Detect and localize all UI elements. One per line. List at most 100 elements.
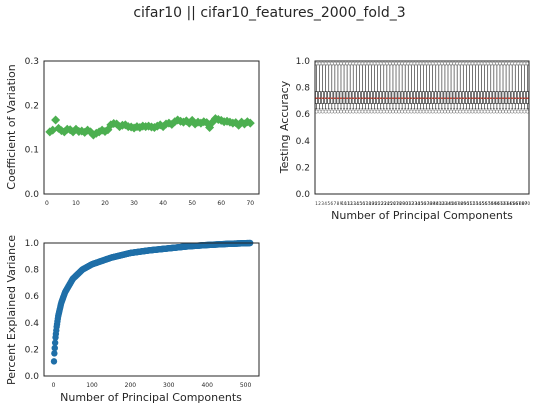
figure-title: cifar10 || cifar10_features_2000_fold_3 (133, 5, 405, 21)
acc-ytick-label: 0.6 (296, 110, 311, 120)
acc-flier (480, 110, 483, 113)
acc-flier (376, 110, 379, 113)
acc-flier (517, 110, 520, 113)
acc-ylabel: Testing Accuracy (278, 80, 291, 174)
acc-flier (437, 110, 440, 113)
acc-flier (468, 110, 471, 113)
acc-flier (498, 110, 501, 113)
acc-flier (327, 110, 330, 113)
pev-point (51, 358, 57, 364)
cv-panel: Coefficient of Variation 0.0 0.1 0.2 0.3 0 10… (5, 57, 259, 207)
acc-xtick-label: 70 (525, 201, 531, 206)
acc-flier (419, 110, 422, 113)
acc-ytick-label: 0.2 (296, 163, 310, 173)
acc-flier (364, 110, 367, 113)
cv-xtick-label: 20 (101, 200, 109, 207)
acc-flier (318, 110, 321, 113)
cv-ytick-label: 0.3 (25, 57, 39, 67)
acc-flier (501, 110, 504, 113)
acc-flier (346, 110, 349, 113)
pev-xlabel: Number of Principal Components (60, 391, 242, 404)
acc-flier (370, 110, 373, 113)
acc-flier (416, 110, 419, 113)
acc-flier (339, 110, 342, 113)
cv-ylabel: Coefficient of Variation (5, 64, 18, 189)
pev-xtick-label: 100 (86, 382, 98, 389)
acc-flier (465, 110, 468, 113)
acc-flier (349, 110, 352, 113)
acc-flier (474, 110, 477, 113)
cv-xtick-label: 60 (217, 200, 225, 207)
acc-panel: Testing Accuracy Number of Principal Com… (278, 57, 530, 222)
cv-xtick-label: 40 (159, 200, 167, 207)
pev-panel: Percent Explained Variance Number of Pri… (5, 235, 259, 404)
acc-ytick-label: 1.0 (296, 57, 311, 67)
acc-flier (428, 110, 431, 113)
acc-flier (492, 110, 495, 113)
acc-flier (361, 110, 364, 113)
acc-flier (440, 110, 443, 113)
acc-flier (388, 110, 391, 113)
acc-ytick-label: 0.8 (296, 84, 311, 94)
acc-flier (489, 110, 492, 113)
pev-ytick-label: 0.4 (25, 319, 40, 329)
acc-flier (434, 110, 437, 113)
acc-flier (462, 110, 465, 113)
acc-tick-labels: 0.00.20.40.60.81.01 2 3 4 5 6 7 8 9 1011121314151… (296, 57, 531, 206)
acc-flier (382, 110, 385, 113)
acc-flier (471, 110, 474, 113)
pev-ytick-label: 0.0 (25, 372, 40, 382)
pev-ytick-label: 1.0 (25, 239, 40, 249)
acc-flier (391, 110, 394, 113)
acc-flier (459, 110, 462, 113)
acc-flier (413, 110, 416, 113)
cv-xtick-label: 30 (130, 200, 138, 207)
acc-flier (379, 110, 382, 113)
acc-flier (373, 110, 376, 113)
acc-flier (342, 110, 345, 113)
acc-flier (401, 110, 404, 113)
pev-xtick-label: 200 (125, 382, 137, 389)
acc-boxes (315, 62, 529, 113)
acc-flier (520, 110, 523, 113)
acc-flier (394, 110, 397, 113)
pev-data-points (51, 240, 254, 365)
cv-ytick-label: 0.2 (25, 101, 39, 111)
acc-flier (456, 110, 459, 113)
pev-ytick-label: 0.2 (25, 345, 39, 355)
acc-ytick-label: 0.0 (296, 190, 311, 200)
acc-flier (443, 110, 446, 113)
acc-flier (407, 110, 410, 113)
acc-flier (483, 110, 486, 113)
cv-ytick-label: 0.0 (25, 190, 40, 200)
acc-flier (523, 110, 526, 113)
acc-flier (330, 110, 333, 113)
acc-flier (425, 110, 428, 113)
acc-flier (477, 110, 480, 113)
pev-axes-frame (44, 243, 259, 376)
cv-ytick-label: 0.1 (25, 146, 39, 156)
acc-flier (321, 110, 324, 113)
pev-xtick-label: 300 (163, 382, 175, 389)
pev-ylabel: Percent Explained Variance (5, 235, 18, 385)
cv-xtick-label: 10 (72, 200, 80, 207)
pev-ytick-label: 0.8 (25, 266, 40, 276)
acc-flier (431, 110, 434, 113)
acc-flier (333, 110, 336, 113)
acc-flier (352, 110, 355, 113)
cv-point (51, 115, 60, 124)
pev-ytick-label: 0.6 (25, 292, 40, 302)
acc-xlabel: Number of Principal Components (331, 209, 513, 222)
cv-xtick-label: 0 (45, 200, 49, 207)
acc-flier (453, 110, 456, 113)
acc-flier (508, 110, 511, 113)
pev-xtick-label: 0 (52, 382, 56, 389)
acc-flier (449, 110, 452, 113)
acc-ytick-label: 0.4 (296, 137, 311, 147)
acc-flier (367, 110, 370, 113)
acc-flier (355, 110, 358, 113)
acc-flier (446, 110, 449, 113)
acc-flier (511, 110, 514, 113)
pev-xtick-label: 500 (240, 382, 252, 389)
